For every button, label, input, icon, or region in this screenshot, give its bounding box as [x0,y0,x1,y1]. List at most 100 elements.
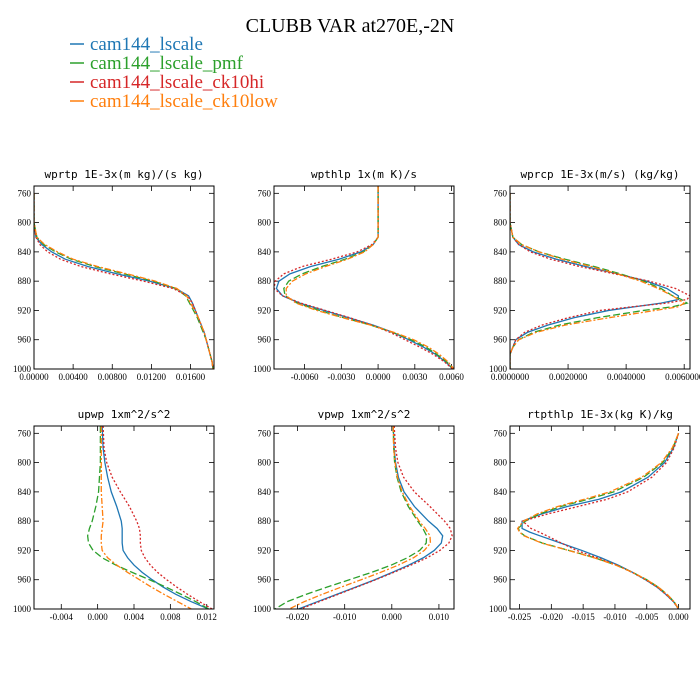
plot-frame [509,425,691,610]
y-tick-label: 960 [18,575,32,585]
figure-title: CLUBB VAR at270E,-2N [246,15,455,37]
series-line-0 [521,433,680,609]
y-tick-label: 760 [18,428,32,438]
x-tick-label: -0.0060 [291,372,319,382]
x-tick-label: -0.020 [286,612,310,622]
y-tick-label: 800 [18,458,32,468]
y-tick-label: 800 [494,218,508,228]
x-tick-label: 0.012 [197,612,217,622]
y-tick-label: 800 [18,218,32,228]
y-tick-label: 920 [18,545,32,555]
y-tick-label: 1000 [489,364,508,374]
y-tick-label: 920 [494,305,508,315]
panels: wprtp 1E-3x(m kg)/(s kg) 760 800 840 880 920 9… [13,168,700,622]
legend-entry: cam144_lscale_ck10hi [90,72,264,93]
x-tick-label: 0.00000 [19,372,49,382]
y-tick-label: 920 [18,305,32,315]
y-tick-label: 880 [258,516,272,526]
series-line-0 [101,426,209,609]
subplot-title: wprtp 1E-3x(m kg)/(s kg) [45,168,204,181]
y-tick-label: 760 [258,188,272,198]
y-tick-label: 880 [258,276,272,286]
legend-entry: cam144_lscale [90,34,203,55]
y-tick-label: 1000 [13,364,32,374]
series-line-2 [274,186,454,369]
y-tick-label: 840 [18,247,32,257]
series-line-3 [288,426,432,609]
y-tick-label: 1000 [253,604,272,614]
series-line-2 [34,193,214,369]
x-tick-label: -0.004 [50,612,74,622]
series-line-1 [510,193,689,369]
x-tick-label: 0.00400 [59,372,89,382]
series-line-2 [521,433,680,609]
legend: cam144_lscalecam144_lscale_pmfcam144_lsc… [70,34,278,112]
plot-frame [33,425,215,610]
series-line-1 [283,186,454,369]
y-tick-label: 880 [494,516,508,526]
y-tick-label: 880 [18,276,32,286]
y-tick-label: 920 [494,545,508,555]
subplot: rtpthlp 1E-3x(kg K)/kg 760 800 840 880 920 960… [489,408,691,622]
x-tick-label: -0.025 [508,612,532,622]
subplot-title: wpthlp 1x(m K)/s [311,168,417,181]
series-line-1 [34,193,214,369]
x-tick-label: 0.0030 [402,372,427,382]
x-tick-label: -0.010 [333,612,357,622]
x-tick-label: 0.008 [160,612,181,622]
y-tick-label: 1000 [13,604,32,614]
x-tick-label: 0.01200 [137,372,167,382]
subplot-title: upwp 1xm^2/s^2 [78,408,171,421]
x-tick-label: 0.000 [382,612,403,622]
x-tick-label: 0.00800 [98,372,128,382]
subplot-title: rtpthlp 1E-3x(kg K)/kg [527,408,673,421]
series-line-3 [34,193,214,369]
subplot: wprtp 1E-3x(m kg)/(s kg) 760 800 840 880 920 9… [13,168,215,382]
x-tick-label: 0.0060000 [665,372,700,382]
x-tick-label: -0.0030 [327,372,355,382]
y-tick-label: 920 [258,305,272,315]
y-tick-label: 760 [258,428,272,438]
plot-frame [273,185,455,370]
series-line-3 [516,433,680,609]
subplot: upwp 1xm^2/s^2 760 800 840 880 920 960 1000 -0.0… [13,408,217,622]
x-tick-label: -0.010 [603,612,627,622]
legend-entry: cam144_lscale_ck10low [90,91,278,112]
y-tick-label: 760 [494,188,508,198]
x-tick-label: 0.0040000 [607,372,646,382]
x-tick-label: 0.004 [124,612,145,622]
y-tick-label: 840 [18,487,32,497]
y-tick-label: 800 [258,218,272,228]
series-line-2 [300,426,453,609]
plot-frame [33,185,215,370]
x-tick-label: 0.0060 [439,372,464,382]
y-tick-label: 960 [494,575,508,585]
y-tick-label: 760 [18,188,32,198]
x-tick-label: 0.000 [88,612,109,622]
subplot: vpwp 1xm^2/s^2 760 800 840 880 920 960 1000 -0.0… [253,408,455,622]
plot-frame [273,425,455,610]
x-tick-label: -0.020 [540,612,564,622]
series-line-1 [86,426,209,609]
series-line-0 [275,186,454,369]
y-tick-label: 960 [494,335,508,345]
subplot-title: wprcp 1E-3x(m/s) (kg/kg) [521,168,680,181]
y-tick-label: 920 [258,545,272,555]
x-tick-label: 0.01600 [176,372,206,382]
x-tick-label: -0.005 [635,612,659,622]
series-line-0 [34,193,214,369]
y-tick-label: 840 [494,487,508,497]
series-line-1 [274,426,428,609]
series-line-3 [285,186,454,369]
y-tick-label: 960 [258,575,272,585]
x-tick-label: 0.010 [429,612,450,622]
y-tick-label: 840 [258,487,272,497]
series-line-2 [102,426,213,609]
y-tick-label: 880 [494,276,508,286]
y-tick-label: 800 [258,458,272,468]
series-line-1 [517,433,680,609]
subplot: wprcp 1E-3x(m/s) (kg/kg) 760 800 840 880 920 9… [489,168,700,382]
y-tick-label: 1000 [489,604,508,614]
y-tick-label: 840 [494,247,508,257]
